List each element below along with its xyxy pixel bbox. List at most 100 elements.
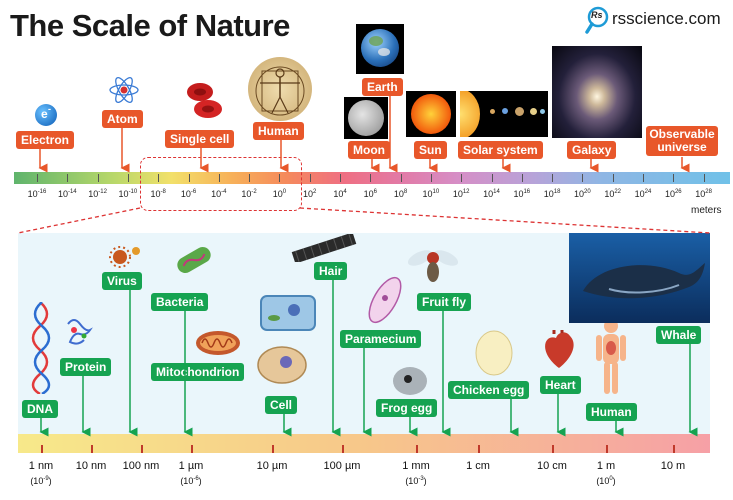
bottom-tick-mark — [673, 445, 675, 453]
dna-image — [30, 301, 52, 396]
electron-symbol: e — [41, 107, 48, 121]
vitruvian-man-image — [248, 57, 312, 121]
label-electron: Electron — [16, 131, 75, 149]
virus-image — [108, 244, 144, 268]
bottom-tick-mark — [272, 445, 274, 453]
top-tick-label: 10-4 — [211, 189, 227, 199]
whale-image — [569, 233, 710, 323]
bottom-tick-label: 10 cm — [537, 460, 567, 472]
bottom-tick-mark — [191, 445, 193, 453]
top-tick-mark — [400, 174, 402, 182]
top-tick-label: 1020 — [574, 189, 591, 199]
protein-image — [64, 316, 94, 346]
label-galaxy: Galaxy — [567, 141, 617, 159]
top-tick-label: 108 — [393, 189, 408, 199]
bottom-tick-label: 1 µm (10-6) — [178, 460, 204, 486]
top-tick-label: 10-6 — [180, 189, 197, 199]
frog-egg-image — [392, 366, 428, 396]
bottom-tick-mark — [552, 445, 554, 453]
top-tick-label: 10-10 — [118, 189, 138, 199]
label-whale: Whale — [656, 326, 702, 344]
top-tick-mark — [643, 174, 644, 182]
label-paramecium: Paramecium — [340, 330, 422, 348]
top-tick-label: 1016 — [513, 189, 531, 199]
logo-letters: Rs — [591, 10, 603, 20]
top-tick-mark — [127, 174, 129, 182]
magnifier-icon — [585, 6, 609, 34]
top-tick-mark — [673, 174, 675, 182]
label-single-cell: Single cell — [165, 130, 235, 148]
label-mitochondrion: Mitochondrion — [151, 363, 245, 381]
top-tick-label: 104 — [333, 189, 347, 199]
top-tick-label: 102 — [303, 189, 317, 199]
hair-image — [290, 232, 358, 264]
fruit-fly-image — [406, 244, 460, 290]
bottom-tick-mark — [606, 445, 608, 453]
bottom-tick-label: 10 µm — [256, 460, 288, 472]
top-tick-mark — [340, 174, 341, 182]
top-tick-label: 1026 — [664, 189, 682, 199]
top-tick-label: 1012 — [452, 189, 470, 199]
bottom-tick-label: 100 µm — [323, 460, 361, 472]
top-tick-mark — [461, 174, 463, 182]
top-tick-label: 1022 — [604, 189, 622, 199]
label-fruit-fly: Fruit fly — [417, 293, 471, 311]
electron-charge: - — [48, 104, 51, 114]
label-frog-egg: Frog egg — [376, 399, 438, 417]
label-virus: Virus — [102, 272, 142, 290]
top-tick-mark — [158, 174, 160, 182]
bottom-tick-mark — [141, 445, 143, 453]
top-tick-mark — [430, 174, 432, 182]
electron-icon: e - — [35, 104, 57, 126]
top-tick-mark — [491, 174, 493, 182]
top-tick-mark — [703, 174, 705, 182]
top-tick-label: 106 — [363, 189, 377, 199]
label-sun: Sun — [414, 141, 447, 159]
top-tick-mark — [97, 174, 99, 182]
bottom-tick-mark — [91, 445, 93, 453]
label-protein: Protein — [60, 358, 112, 376]
top-tick-label: 10-16 — [27, 189, 47, 199]
site-link[interactable]: rsscience.com — [612, 9, 721, 28]
label-human-top: Human — [253, 122, 304, 140]
label-heart: Heart — [540, 376, 581, 394]
bottom-tick-label: 10 nm — [75, 460, 107, 472]
label-hair: Hair — [314, 262, 348, 280]
bottom-tick-label: 1 nm (10-9) — [28, 460, 54, 486]
label-solar-system: Solar system — [458, 141, 543, 159]
top-tick-label: 1024 — [634, 189, 652, 199]
bottom-tick-mark — [478, 445, 480, 453]
top-tick-label: 10-12 — [88, 189, 107, 199]
top-tick-label: 1014 — [483, 189, 500, 199]
top-tick-mark — [521, 174, 523, 182]
zoom-line-right — [299, 207, 711, 234]
heart-image — [542, 330, 576, 370]
earth-image — [356, 24, 404, 74]
galaxy-image — [552, 46, 642, 138]
top-tick-mark — [279, 174, 281, 182]
top-tick-mark — [249, 174, 251, 182]
logo[interactable]: Rs — [585, 5, 611, 35]
top-tick-label: 1018 — [543, 189, 561, 199]
zoom-line-left — [17, 207, 141, 234]
label-observable-universe: Observable universe — [646, 126, 718, 156]
top-tick-mark — [582, 174, 584, 182]
bottom-tick-label: 1 mm (10-3) — [402, 460, 430, 486]
top-tick-mark — [309, 174, 311, 182]
top-tick-label: 100 — [272, 189, 287, 199]
label-atom: Atom — [102, 110, 143, 128]
bottom-tick-label: 10 m — [660, 460, 686, 472]
bottom-tick-mark — [342, 445, 344, 453]
page-title: The Scale of Nature — [10, 8, 290, 43]
plant-cell-image — [258, 292, 318, 334]
sun-image — [406, 91, 456, 137]
label-moon: Moon — [348, 141, 390, 159]
zoom-region — [140, 157, 302, 211]
solar-system-image — [460, 91, 548, 137]
top-tick-mark — [612, 174, 614, 182]
top-tick-mark — [218, 174, 220, 182]
label-bacteria: Bacteria — [151, 293, 209, 311]
paramecium-image — [358, 272, 412, 328]
label-dna: DNA — [22, 400, 58, 418]
